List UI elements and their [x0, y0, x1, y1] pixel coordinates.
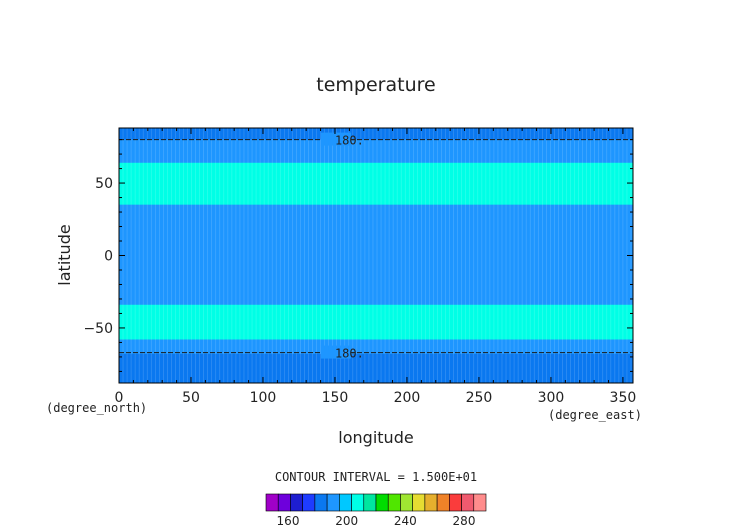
contour-band-5: [119, 339, 633, 355]
contour-band-6: [119, 354, 633, 383]
colorbar-swatch: [473, 493, 487, 512]
contour-lines: 180. 180.: [119, 132, 633, 361]
colorbar-swatch: [314, 493, 328, 512]
x-tick-label: 50: [182, 390, 200, 406]
colorbar-tick-label: 200: [335, 514, 358, 528]
colorbar-swatch: [351, 493, 365, 512]
colorbar-swatch: [387, 493, 401, 512]
x-axis-ticks: 0 50 100 150 200 250 300 350: [115, 128, 637, 406]
x-tick-label: 300: [538, 390, 565, 406]
colorbar-swatch: [363, 493, 377, 512]
plot-gridlines: [122, 128, 632, 383]
colorbar-swatch: [265, 493, 279, 512]
colorbar-swatch: [449, 493, 462, 512]
colorbar-tick-label: 280: [453, 514, 476, 528]
colorbar-swatch: [290, 493, 303, 512]
y-tick-label: 50: [95, 176, 113, 192]
contour-label: 180.: [335, 134, 364, 148]
contour-label: 180.: [335, 347, 364, 361]
colorbar-swatch: [461, 493, 475, 512]
y-tick-label: 0: [104, 249, 113, 265]
colorbar-swatch: [436, 493, 450, 512]
x-tick-label: 350: [610, 390, 637, 406]
y-axis-label: latitude: [55, 224, 74, 285]
y-axis-ticks: 50 0 −50: [83, 139, 633, 372]
contour-band-4: [119, 304, 633, 340]
colorbar-swatch: [375, 493, 389, 512]
contour-interval-label: CONTOUR INTERVAL = 1.500E+01: [275, 470, 477, 484]
colorbar: 160 200 240 280: [265, 493, 487, 528]
colorbar-swatch: [424, 493, 438, 512]
y-tick-label: −50: [83, 321, 113, 337]
x-tick-label: 0: [115, 390, 124, 406]
colorbar-swatch: [326, 493, 340, 512]
x-tick-label: 150: [322, 390, 349, 406]
contour-band-0: [119, 128, 633, 140]
colorbar-swatch: [412, 493, 426, 512]
contour-band-3: [119, 204, 633, 305]
colorbar-swatch: [302, 493, 316, 512]
contour-band-2: [119, 162, 633, 205]
colorbar-tick-label: 240: [394, 514, 417, 528]
x-tick-label: 200: [394, 390, 421, 406]
colorbar-swatch: [277, 493, 291, 512]
colorbar-tick-label: 160: [277, 514, 300, 528]
x-axis-label: longitude: [338, 428, 413, 447]
contour-bands: [119, 128, 633, 383]
colorbar-swatch: [400, 493, 413, 512]
contour-label-bg: [320, 345, 351, 359]
chart-title: temperature: [316, 74, 435, 96]
x-tick-label: 250: [466, 390, 493, 406]
contour-band-1: [119, 139, 633, 159]
y-unit-label: (degree_north): [46, 401, 147, 415]
x-tick-label: 100: [250, 390, 277, 406]
contour-label-bg: [320, 132, 351, 146]
x-unit-label: (degree_east): [548, 408, 642, 422]
colorbar-swatch: [339, 493, 352, 512]
